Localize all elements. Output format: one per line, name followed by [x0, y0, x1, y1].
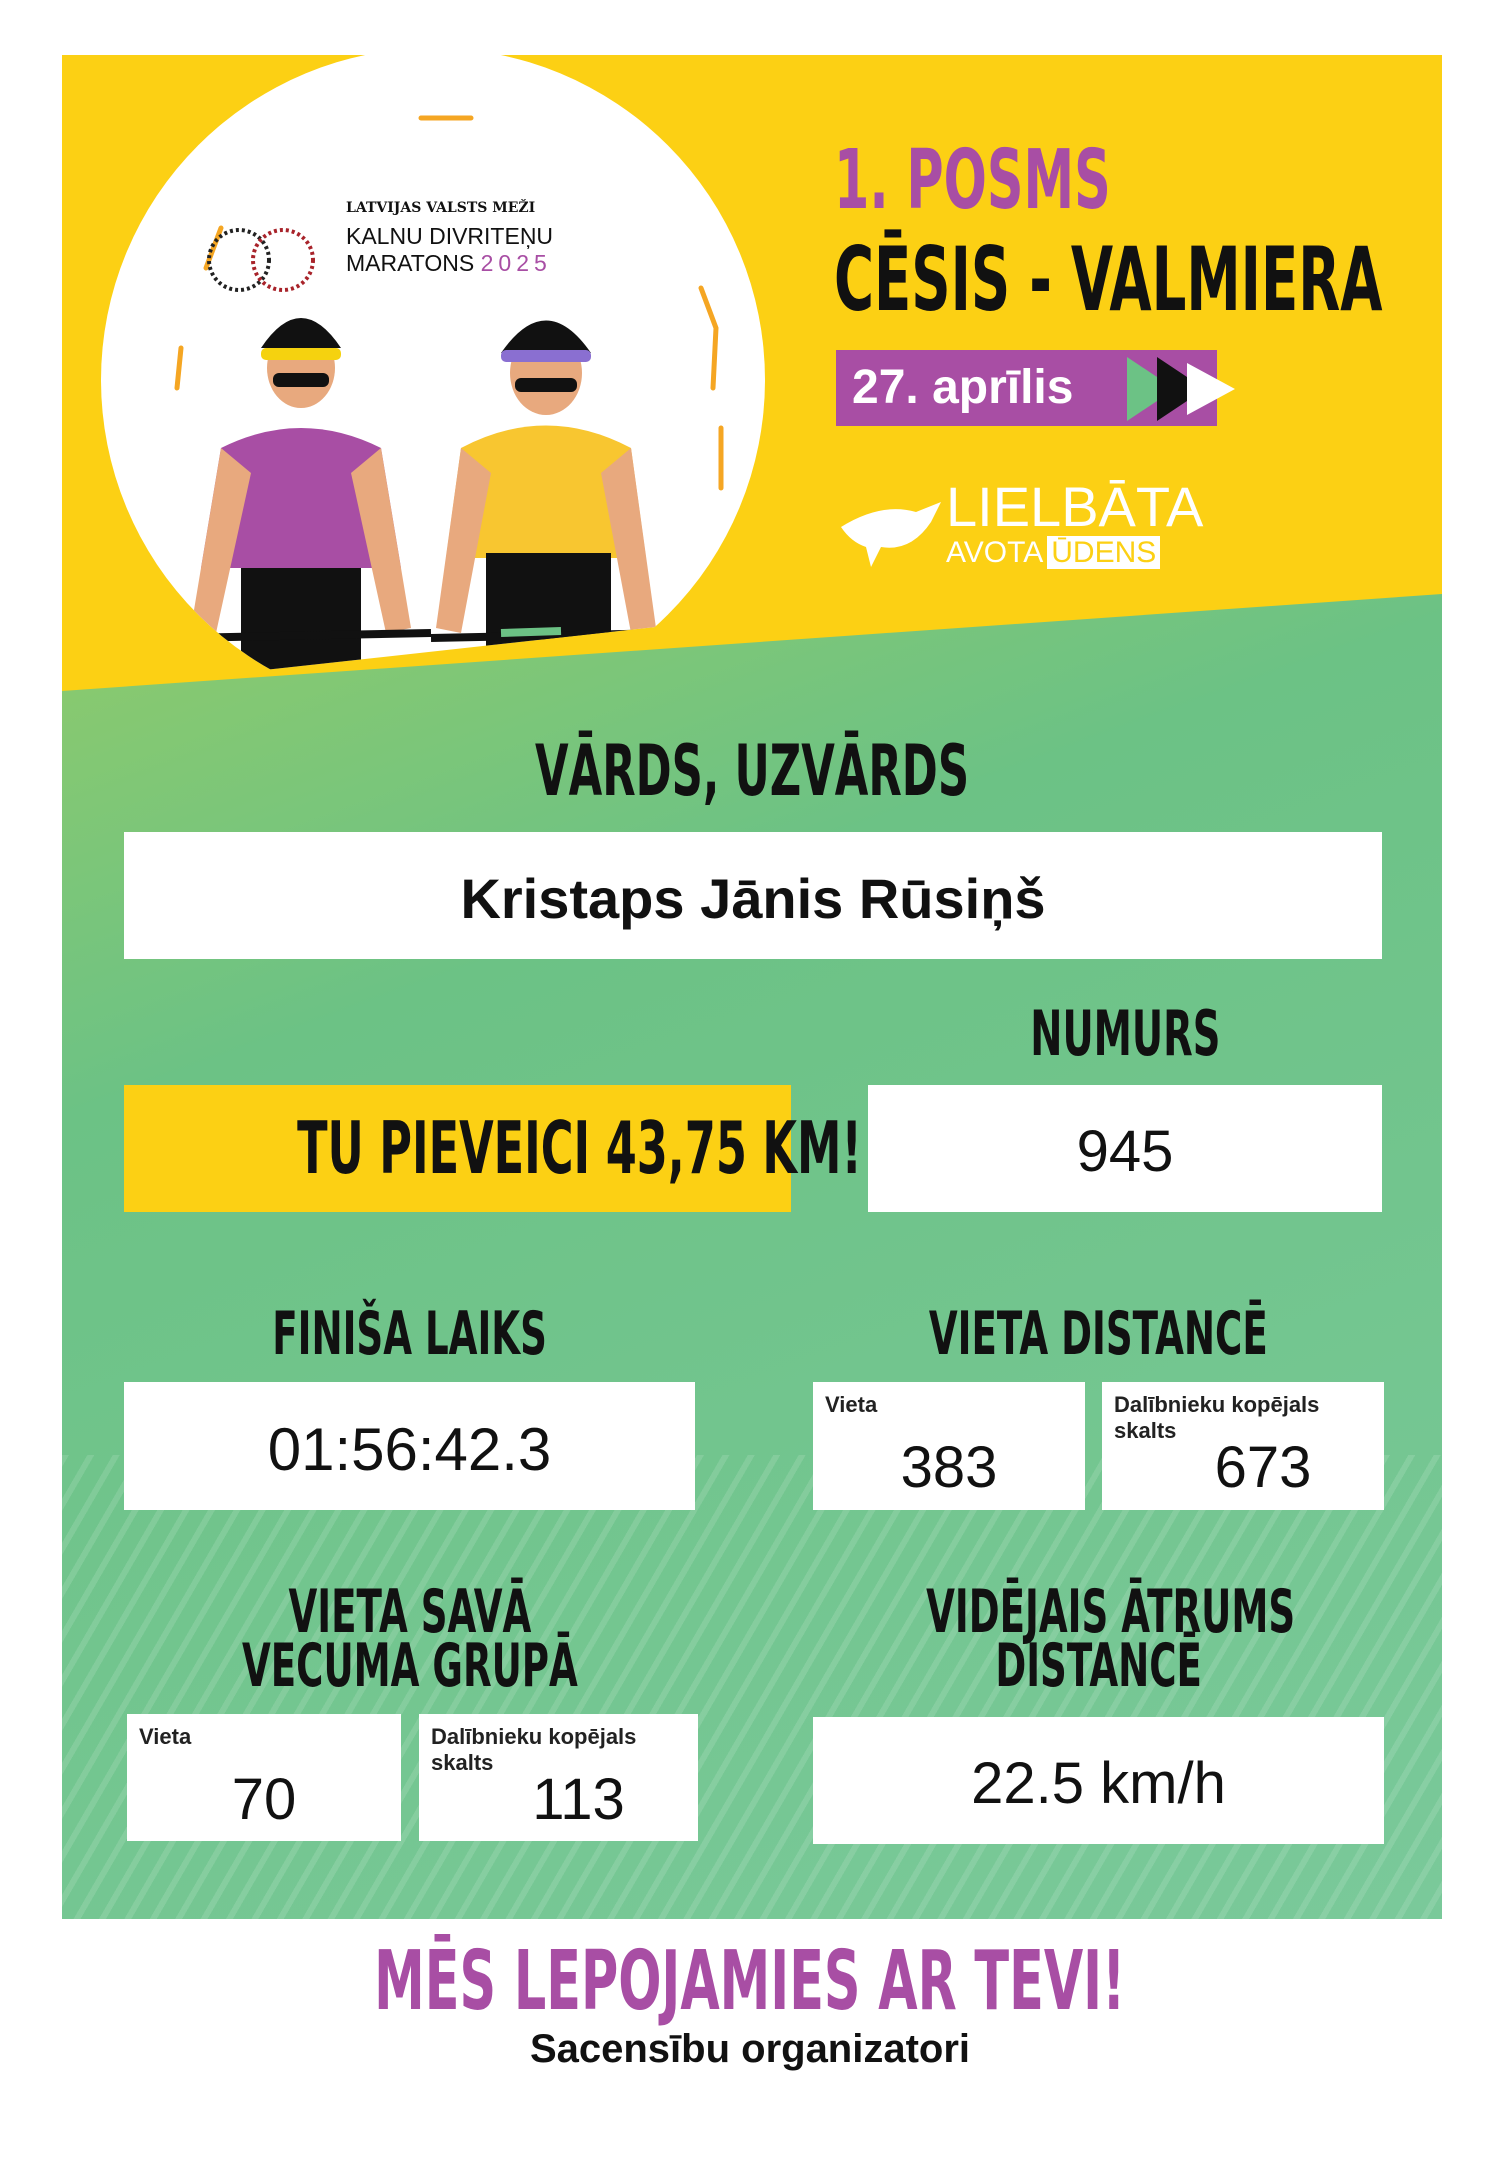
cyclist-male [430, 320, 672, 653]
bird-icon [841, 502, 941, 567]
avg-speed: 22.5 km/h [971, 1751, 1226, 1816]
place-caption: Vieta [139, 1724, 192, 1749]
green-background [62, 594, 1442, 1919]
event-logo-mark [201, 198, 321, 318]
age-total-field: Dalībnieku kopējals skalts 113 [419, 1714, 698, 1841]
finish-time-label: FINIŠA LAIKS [272, 1299, 547, 1369]
logo-year: 2025 [480, 250, 552, 276]
footer-slogan: MĒS LEPOJAMIES AR TEVI! [374, 1934, 1126, 2029]
result-poster: LATVIJAS VALSTS MEŽI KALNU DIVRITEŅU MAR… [62, 55, 1442, 1919]
cyclist-female [180, 318, 432, 688]
total-caption: Dalībnieku kopējals skalts [1114, 1392, 1320, 1443]
footer-signature: Sacensību organizatori [529, 2027, 971, 2071]
illustration-circle: LATVIJAS VALSTS MEŽI KALNU DIVRITEŅU MAR… [101, 55, 765, 688]
stage-title: 1. POSMS [834, 133, 1111, 228]
finish-time-field: 01:56:42.3 [124, 1382, 695, 1510]
participant-name: Kristaps Jānis Rūsiņš [460, 867, 1046, 930]
arrow-icon [1127, 357, 1235, 421]
route-title: CĒSIS - VALMIERA [834, 228, 1383, 331]
number-label: NUMURS [1029, 997, 1221, 1070]
place-caption: Vieta [825, 1392, 878, 1417]
avg-speed-field: 22.5 km/h [813, 1717, 1384, 1844]
logo-event-title: KALNU DIVRITEŅU MARATONS 2025 [346, 223, 553, 277]
age-place: 70 [231, 1767, 297, 1832]
distance-place-label: VIETA DISTANCĒ [929, 1299, 1268, 1369]
finish-time: 01:56:42.3 [267, 1416, 552, 1483]
avg-speed-label: VIDĒJAIS ĀTRUMS DISTANCĒ [926, 1577, 1296, 1701]
logo-event-line1: KALNU DIVRITEŅU [346, 223, 554, 249]
distance-place: 383 [900, 1435, 998, 1500]
distance-total-field: Dalībnieku kopējals skalts 673 [1102, 1382, 1384, 1510]
name-label: VĀRDS, UZVĀRDS [534, 730, 970, 812]
distance-banner: TU PIEVEICI 43,75 KM! [124, 1085, 862, 1212]
partner-subtitle: AVOTA ŪDENS [946, 536, 1161, 569]
total-caption: Dalībnieku kopējals skalts [431, 1724, 637, 1775]
age-total: 113 [532, 1767, 625, 1832]
distance-total: 673 [1214, 1435, 1312, 1500]
age-place-field: Vieta 70 [127, 1714, 401, 1841]
cyclists-illustration [174, 115, 724, 688]
number-field: 945 [868, 1085, 1382, 1212]
partner-name: LIELBĀTA [946, 475, 1204, 538]
participant-number: 945 [1076, 1119, 1174, 1184]
name-field: Kristaps Jānis Rūsiņš [124, 832, 1382, 959]
logo-sponsor: LATVIJAS VALSTS MEŽI [346, 200, 536, 216]
date-text: 27. aprīlis [852, 361, 1074, 414]
age-group-label: VIETA SAVĀ VECUMA GRUPĀ [241, 1577, 578, 1701]
partner-logo: LIELBĀTA AVOTA ŪDENS [836, 477, 1256, 577]
logo-event-line2: MARATONS [346, 250, 475, 276]
distance-place-field: Vieta 383 [813, 1382, 1085, 1510]
